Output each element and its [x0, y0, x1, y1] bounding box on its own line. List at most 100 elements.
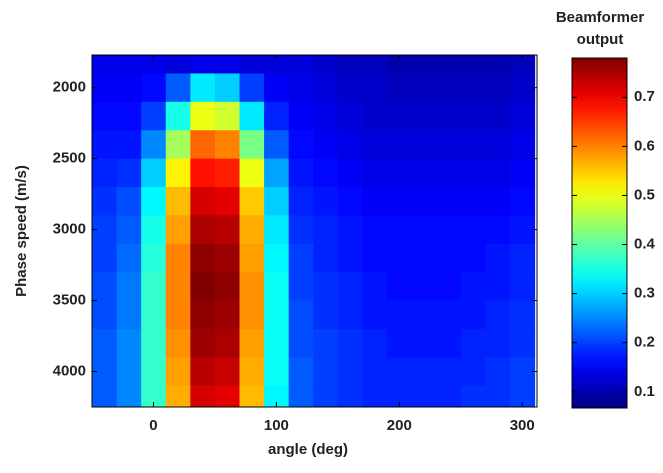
heatmap-cell: [411, 187, 437, 216]
heatmap-cell: [239, 272, 265, 302]
heatmap-cell: [460, 130, 486, 160]
heatmap-cell: [214, 272, 241, 302]
heatmap-cell: [509, 55, 536, 75]
heatmap-cell: [485, 55, 511, 75]
heatmap-cell: [337, 187, 364, 216]
heatmap-cell: [509, 357, 536, 387]
heatmap-cell: [337, 101, 364, 131]
heatmap-cell: [485, 300, 511, 330]
heatmap-cell: [509, 300, 536, 330]
heatmap-cell: [411, 101, 437, 131]
heatmap-cell: [509, 101, 536, 131]
x-tick-label: 200: [387, 417, 412, 434]
heatmap-cell: [387, 272, 413, 302]
heatmap-cell: [141, 385, 167, 407]
heatmap-cell: [337, 130, 364, 160]
heatmap-cell: [288, 55, 314, 75]
heatmap-cell: [436, 328, 462, 358]
heatmap-cell: [92, 158, 118, 188]
heatmap-cell: [288, 101, 314, 131]
heatmap-cell: [387, 158, 413, 188]
heatmap-cell: [362, 243, 388, 273]
heatmap-cell: [485, 73, 511, 103]
heatmap-cell: [116, 55, 142, 75]
heatmap-cell: [387, 73, 413, 103]
heatmap-cell: [264, 300, 290, 330]
heatmap-cell: [190, 73, 216, 103]
heatmap-cell: [116, 130, 142, 160]
heatmap-cell: [165, 272, 191, 302]
heatmap-cell: [141, 243, 167, 273]
heatmap-cell: [165, 73, 191, 103]
heatmap-cell: [190, 130, 216, 160]
y-tick-label: 3500: [53, 292, 86, 309]
heatmap-cell: [92, 385, 118, 407]
heatmap-cell: [214, 357, 241, 387]
heatmap-cell: [411, 357, 437, 387]
heatmap-cell: [239, 130, 265, 160]
heatmap-cell: [214, 55, 241, 75]
x-tick-label: 100: [264, 417, 289, 434]
heatmap-cell: [214, 130, 241, 160]
heatmap-cell: [460, 385, 486, 407]
heatmap-cell: [239, 243, 265, 273]
heatmap-cell: [165, 385, 191, 407]
heatmap-cell: [264, 158, 290, 188]
heatmap-cell: [313, 243, 339, 273]
heatmap-cell: [313, 300, 339, 330]
heatmap-cell: [288, 272, 314, 302]
heatmap-cell: [509, 73, 536, 103]
y-axis-label: Phase speed (m/s): [13, 165, 30, 297]
heatmap-cell: [264, 55, 290, 75]
heatmap-cell: [362, 215, 388, 245]
heatmap-cell: [141, 328, 167, 358]
heatmap-cell: [436, 243, 462, 273]
heatmap-cell: [387, 55, 413, 75]
heatmap-cell: [337, 73, 364, 103]
heatmap-cell: [387, 243, 413, 273]
heatmap-cell: [165, 300, 191, 330]
heatmap-cell: [337, 328, 364, 358]
heatmap-cell: [313, 55, 339, 75]
heatmap-cell: [264, 187, 290, 216]
heatmap-cell: [387, 300, 413, 330]
heatmap-cell: [288, 300, 314, 330]
heatmap-cell: [141, 272, 167, 302]
heatmap-cell: [165, 55, 191, 75]
heatmap-cell: [436, 385, 462, 407]
heatmap-cell: [165, 187, 191, 216]
heatmap-cell: [436, 187, 462, 216]
heatmap-cell: [264, 385, 290, 407]
heatmap-cell: [387, 357, 413, 387]
heatmap-cell: [190, 101, 216, 131]
heatmap-cell: [141, 357, 167, 387]
heatmap: [92, 55, 536, 407]
heatmap-cell: [116, 272, 142, 302]
heatmap-cell: [288, 158, 314, 188]
heatmap-cell: [190, 215, 216, 245]
heatmap-cell: [116, 187, 142, 216]
heatmap-cell: [165, 158, 191, 188]
heatmap-cell: [116, 158, 142, 188]
heatmap-cell: [116, 328, 142, 358]
colorbar-label: Beamformer: [556, 9, 645, 26]
heatmap-cell: [313, 272, 339, 302]
heatmap-cell: [141, 158, 167, 188]
heatmap-cell: [460, 215, 486, 245]
heatmap-cell: [165, 215, 191, 245]
heatmap-cell: [141, 187, 167, 216]
heatmap-cell: [214, 215, 241, 245]
heatmap-cell: [313, 328, 339, 358]
heatmap-cell: [288, 215, 314, 245]
heatmap-cell: [239, 300, 265, 330]
heatmap-cell: [337, 215, 364, 245]
heatmap-cell: [239, 215, 265, 245]
heatmap-cell: [387, 101, 413, 131]
heatmap-cell: [141, 101, 167, 131]
heatmap-cell: [288, 385, 314, 407]
heatmap-cell: [214, 328, 241, 358]
heatmap-cell: [264, 101, 290, 131]
heatmap-cell: [436, 73, 462, 103]
heatmap-cell: [509, 215, 536, 245]
heatmap-cell: [436, 300, 462, 330]
